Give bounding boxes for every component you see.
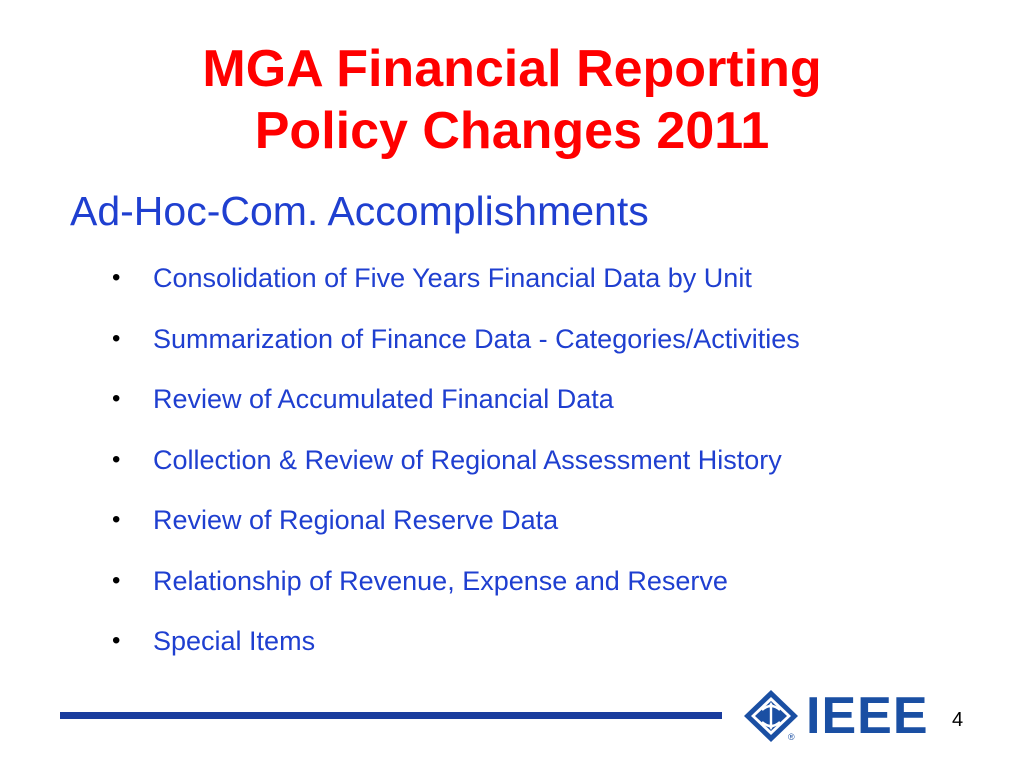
title-line-1: MGA Financial Reporting bbox=[202, 40, 822, 98]
bullet-dot: • bbox=[112, 445, 121, 473]
slide-subtitle: Ad-Hoc-Com. Accomplishments bbox=[70, 188, 649, 234]
bullet-text: Summarization of Finance Data - Categori… bbox=[153, 323, 800, 354]
ieee-logo: ® IEEE bbox=[742, 687, 938, 745]
ieee-logo-text: IEEE bbox=[806, 687, 929, 745]
bullet-dot: • bbox=[112, 264, 121, 291]
bullet-dot: • bbox=[112, 324, 121, 352]
bullet-dot: • bbox=[112, 385, 121, 412]
title-line-2: Policy Changes 2011 bbox=[254, 102, 770, 160]
bullet-dot: • bbox=[112, 566, 121, 594]
page-number: 4 bbox=[952, 709, 964, 731]
bullet-dot: • bbox=[112, 627, 121, 654]
footer-divider bbox=[60, 712, 722, 719]
ieee-diamond-icon bbox=[744, 690, 798, 742]
bullet-text: Review of Accumulated Financial Data bbox=[153, 384, 614, 414]
registered-mark: ® bbox=[788, 732, 795, 742]
bullet-text: Relationship of Revenue, Expense and Res… bbox=[153, 565, 728, 596]
bullet-text: Collection & Review of Regional Assessme… bbox=[153, 444, 782, 475]
bullet-text: Special Items bbox=[153, 626, 316, 656]
slide-title: MGA Financial Reporting Policy Changes 2… bbox=[0, 38, 1024, 162]
bullet-text: Consolidation of Five Years Financial Da… bbox=[153, 263, 752, 293]
bullet-dot: • bbox=[112, 506, 121, 533]
bullet-text: Review of Regional Reserve Data bbox=[153, 505, 559, 535]
